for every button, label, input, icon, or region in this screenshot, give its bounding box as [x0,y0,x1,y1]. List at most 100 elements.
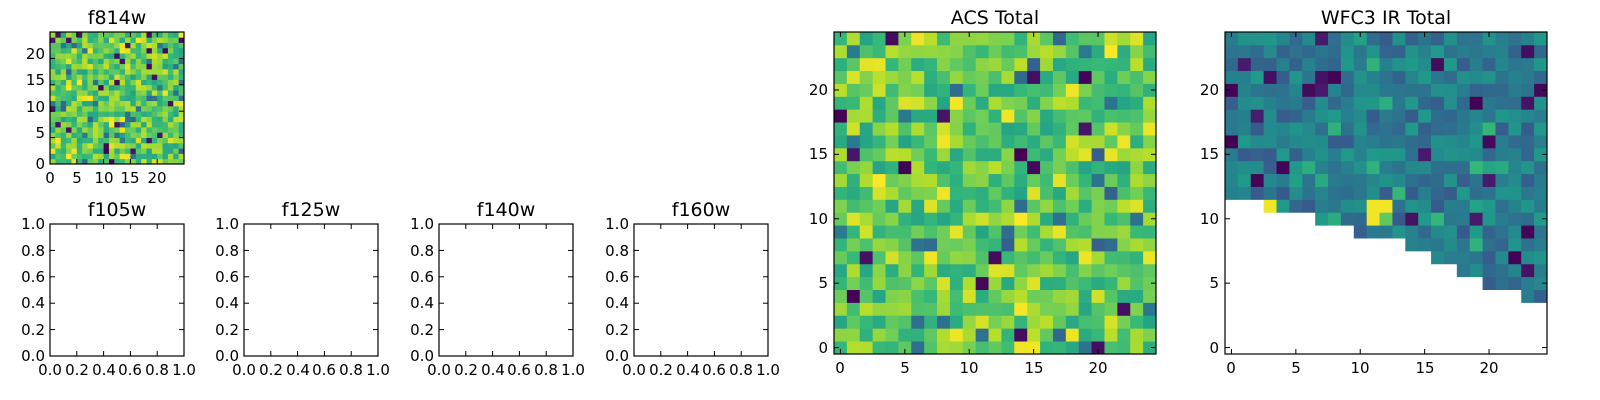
heatmap-cell [1040,341,1054,355]
heatmap-cell [146,132,153,138]
heatmap-cell [146,158,153,165]
heatmap-cell [859,315,874,329]
heatmap-cell [1276,70,1290,84]
heatmap-cell [167,148,174,154]
heatmap-cell [1289,96,1303,110]
heatmap-cell [151,63,158,70]
heatmap-cell [975,341,989,355]
heatmap-cell [911,135,925,149]
heatmap-cell [178,158,185,165]
heatmap-cell [872,289,886,303]
heatmap-cell [1482,238,1496,252]
heatmap-cell [1027,225,1041,239]
y-tick-label: 20 [1200,81,1219,99]
heatmap-cell [1040,186,1054,200]
heatmap-cell [1014,83,1028,97]
heatmap-cell [146,90,153,96]
heatmap-cell [949,32,964,46]
heatmap-cell [1001,276,1015,290]
heatmap-cell [50,100,56,107]
heatmap-cell [911,83,925,97]
heatmap-cell [859,57,874,72]
heatmap-cell [130,42,137,49]
heatmap-cell [1014,315,1028,329]
heatmap-cell [1040,173,1054,187]
heatmap-cell [975,263,989,278]
heatmap-cell [114,84,121,91]
heatmap-cell [1379,32,1393,46]
heatmap-cell [119,148,126,154]
heatmap-cell [1495,147,1509,162]
heatmap-cell [151,32,158,38]
heatmap-cell [92,121,99,128]
heatmap-cell [87,74,94,80]
y-tick-label: 15 [1200,145,1219,163]
heatmap-cell [1130,160,1144,175]
heatmap-cell [1379,109,1393,123]
heatmap-cell [114,47,121,54]
heatmap-cell [1117,341,1131,355]
heatmap-cell [1315,212,1329,226]
heatmap-cell [141,132,147,138]
heatmap-cell [173,53,180,59]
heatmap-cell [173,47,180,54]
heatmap-cell [151,153,158,160]
heatmap-cell [135,90,142,96]
heatmap-cell [937,263,951,278]
x-tick-label: 0 [835,359,845,377]
heatmap-cell [1276,57,1290,72]
heatmap-cell [859,44,874,59]
heatmap-cell [1469,212,1483,226]
heatmap-cell [1534,109,1548,123]
heatmap-cell [76,137,83,144]
heatmap-cell [1521,135,1535,149]
tick-marks [834,32,1156,354]
heatmap-cell [1143,57,1157,72]
heatmap-cell [71,32,78,38]
heatmap-cell [962,109,977,123]
heatmap-cell [98,32,104,38]
heatmap-cell [135,121,142,128]
heatmap-cell [1289,160,1303,175]
heatmap-cell [937,212,951,226]
heatmap-cell [911,328,925,342]
heatmap-cell [885,212,899,226]
heatmap-cell [859,186,874,200]
heatmap-cell [1418,32,1432,46]
heatmap-cell [1456,96,1471,110]
heatmap-cell [1040,225,1054,239]
heatmap-cell [872,199,886,213]
heatmap-cell [988,289,1002,303]
heatmap-cell [1456,109,1471,123]
heatmap-cell [1353,147,1368,162]
heatmap-cell [162,111,169,117]
heatmap-cell [157,148,163,154]
heatmap-cell [1117,83,1131,97]
heatmap-cell [76,84,83,91]
heatmap-cell [1340,122,1355,136]
heatmap-cell [87,121,94,128]
heatmap-cell [988,57,1002,72]
heatmap-cell [173,79,180,86]
heatmap-cell [1456,212,1471,226]
chart-title: ACS Total [951,7,1039,29]
heatmap-cell [1130,96,1144,110]
heatmap-cell [937,135,951,149]
y-tick-label: 0.8 [605,242,629,260]
heatmap-cell [1328,147,1342,162]
heatmap-cell [988,109,1002,123]
heatmap-cell [1225,135,1239,149]
heatmap-cell [949,238,964,252]
heatmap-cell [157,137,163,144]
heatmap-cell [898,57,912,72]
heatmap-cell [125,42,131,49]
heatmap-cell [1392,135,1406,149]
heatmap-cell [141,47,147,54]
heatmap-cell [949,199,964,213]
heatmap-cell [114,32,121,38]
heatmap-cell [898,135,912,149]
heatmap-cell [119,132,126,138]
heatmap-cell [949,70,964,84]
heatmap-cell [1117,32,1131,46]
heatmap-cell [1302,96,1316,110]
